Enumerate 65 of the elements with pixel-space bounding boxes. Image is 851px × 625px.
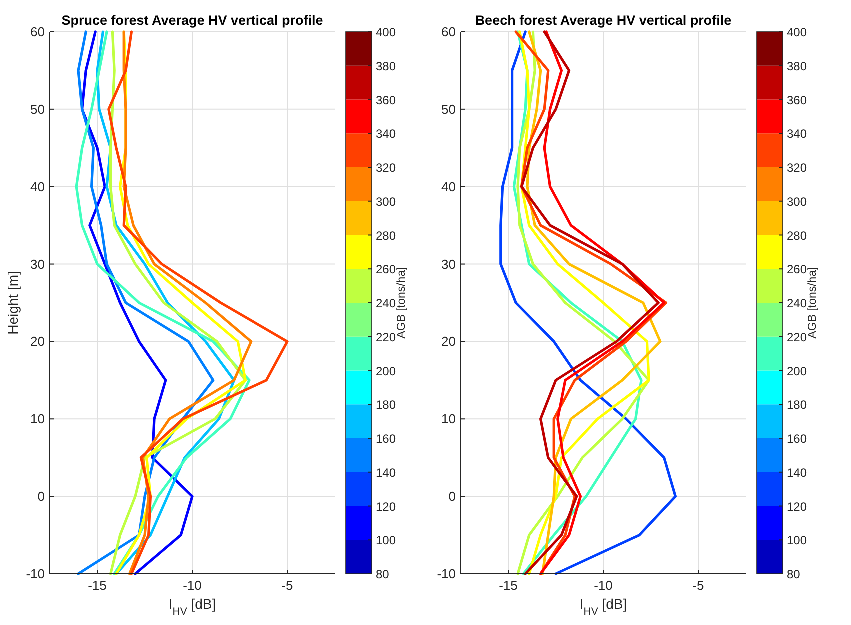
color-bar-label: 340 bbox=[787, 127, 808, 142]
chart-title: Beech forest Average HV vertical profile bbox=[475, 13, 732, 28]
color-bar-label: 260 bbox=[787, 262, 808, 277]
x-tick-label: -10 bbox=[594, 578, 613, 593]
chart-title: Spruce forest Average HV vertical profile bbox=[62, 13, 324, 28]
color-bar-label: 100 bbox=[787, 534, 808, 548]
color-bar-label: 80 bbox=[376, 568, 390, 582]
color-bar-label: 320 bbox=[376, 161, 396, 175]
y-tick-label: 0 bbox=[448, 489, 456, 504]
color-bar-label: 180 bbox=[376, 398, 396, 412]
color-bar-label: 200 bbox=[787, 364, 808, 378]
color-bar-label: 160 bbox=[787, 432, 808, 446]
y-tick-label: 20 bbox=[30, 334, 45, 350]
y-tick-label: -10 bbox=[437, 566, 456, 582]
color-bar-label: 240 bbox=[787, 296, 808, 310]
color-bar-label: 120 bbox=[787, 500, 808, 514]
y-tick-label: 40 bbox=[442, 179, 456, 194]
color-bar-label: 200 bbox=[376, 364, 396, 378]
y-tick-label: 20 bbox=[442, 334, 456, 350]
x-tick-label: -5 bbox=[692, 578, 704, 593]
color-bar-label: 220 bbox=[787, 330, 808, 344]
color-bar-label: 400 bbox=[376, 26, 396, 40]
y-tick-label: 50 bbox=[442, 102, 456, 117]
color-bar-label: 260 bbox=[376, 262, 396, 277]
color-bar-label: 180 bbox=[787, 398, 808, 412]
y-tick-label: -10 bbox=[26, 566, 45, 582]
line-series bbox=[108, 30, 289, 576]
y-tick-label: 30 bbox=[442, 256, 456, 272]
color-bar-label: 280 bbox=[787, 228, 808, 243]
y-tick-label: 60 bbox=[442, 24, 456, 40]
y-tick-label: 10 bbox=[30, 412, 45, 427]
color-bar-label: 380 bbox=[376, 59, 396, 74]
color-bar-label: 300 bbox=[376, 194, 396, 209]
y-tick-label: 10 bbox=[442, 412, 456, 427]
color-bar-title: AGB [tons/ha] bbox=[396, 267, 408, 339]
y-tick-label: 0 bbox=[38, 489, 45, 504]
y-tick-label: 60 bbox=[30, 24, 45, 40]
color-bar-label: 300 bbox=[787, 194, 808, 209]
color-bar-label: 400 bbox=[787, 26, 808, 40]
color-bar-label: 280 bbox=[376, 228, 396, 243]
x-tick-label: -15 bbox=[88, 578, 107, 593]
color-bar-label: 360 bbox=[787, 93, 808, 108]
y-tick-label: 40 bbox=[30, 179, 45, 194]
x-tick-label: -10 bbox=[183, 578, 202, 593]
color-bar-label: 100 bbox=[376, 534, 396, 548]
color-bar-label: 320 bbox=[787, 161, 808, 175]
color-bar-label: 140 bbox=[376, 466, 396, 480]
color-bar-title: AGB [tons/ha] bbox=[807, 267, 819, 339]
color-bar-label: 140 bbox=[787, 466, 808, 480]
line-series bbox=[81, 30, 194, 576]
x-axis-title: I$_{HV}$ [dB] bbox=[168, 596, 216, 618]
x-tick-label: -15 bbox=[499, 578, 518, 593]
color-bar-label: 80 bbox=[787, 568, 801, 582]
color-bar-label: 340 bbox=[376, 127, 396, 142]
color-bar-label: 160 bbox=[376, 432, 396, 446]
color-bar-label: 120 bbox=[376, 500, 396, 514]
color-bar-label: 220 bbox=[376, 330, 396, 344]
y-tick-label: 30 bbox=[30, 256, 45, 272]
x-axis-title: I$_{HV}$ [dB] bbox=[580, 596, 628, 618]
color-bar-label: 380 bbox=[787, 59, 808, 74]
y-axis-title: Height [m] bbox=[5, 271, 21, 335]
y-tick-label: 50 bbox=[30, 102, 45, 117]
color-bar-label: 240 bbox=[376, 296, 396, 310]
color-bar-label: 360 bbox=[376, 93, 396, 108]
x-tick-label: -5 bbox=[282, 578, 294, 593]
